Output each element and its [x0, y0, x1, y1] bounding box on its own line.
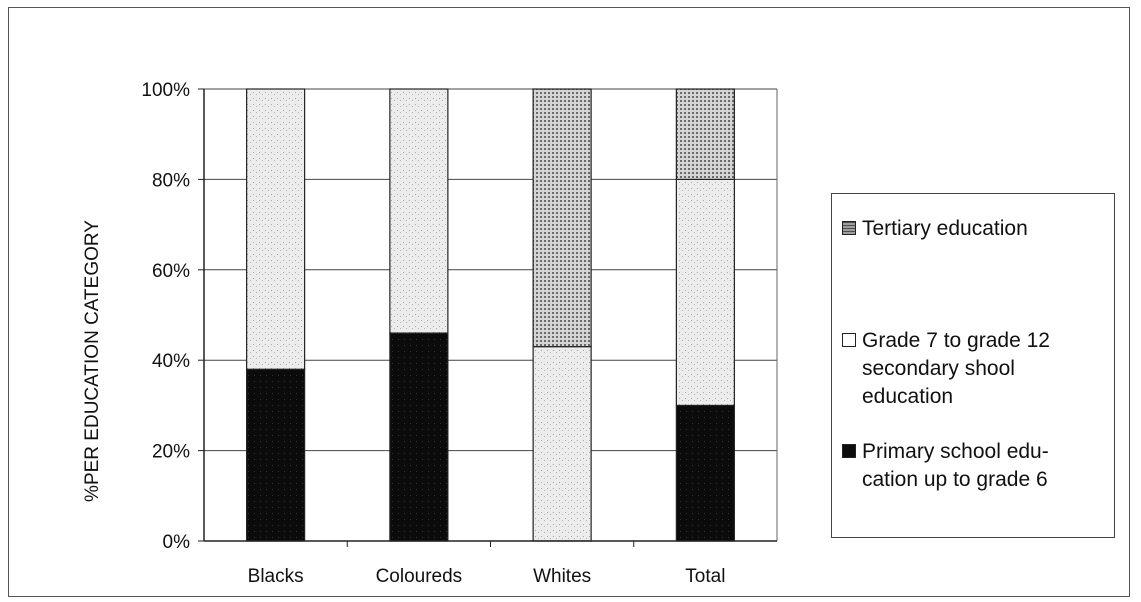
y-tick-labels: 0% 20% 40% 60% 80% 100%: [141, 80, 190, 553]
x-category-label: Total: [685, 566, 725, 587]
bar-segment-primary-coloureds: [389, 332, 449, 542]
bar-segment-secondary-total: [675, 178, 735, 406]
tertiary-swatch: [842, 221, 856, 235]
bars: [246, 88, 735, 542]
y-tick-label: 40%: [152, 351, 190, 372]
y-tick-label: 0%: [163, 532, 191, 553]
y-tick-label: 20%: [152, 442, 190, 463]
legend-item-secondary: Grade 7 to grade 12 secondary shool educat…: [842, 327, 1092, 411]
primary-swatch: [842, 444, 856, 458]
legend-label-tertiary: Tertiary education: [862, 217, 1028, 240]
bar-segment-secondary-coloureds: [389, 88, 449, 334]
bar-segment-secondary-blacks: [246, 88, 306, 370]
bar-segment-secondary-whites: [532, 346, 592, 542]
legend: Tertiary education Grade 7 to grade 12 se…: [831, 193, 1115, 538]
legend-item-tertiary: Tertiary education: [842, 215, 1112, 243]
y-tick-label: 60%: [152, 261, 190, 282]
bar-segment-primary-blacks: [246, 368, 306, 542]
x-category-label: Whites: [533, 566, 591, 587]
secondary-swatch: [842, 333, 856, 347]
bar-segment-tertiary-whites: [532, 88, 592, 348]
x-category-label: Coloureds: [376, 566, 463, 587]
bar-segment-primary-total: [675, 404, 735, 542]
axes: [198, 88, 778, 547]
legend-label-secondary: Grade 7 to grade 12 secondary shool educat…: [862, 329, 1050, 408]
legend-item-primary: Primary school edu-cation up to grade 6: [842, 438, 1102, 494]
y-tick-label: 80%: [152, 170, 190, 191]
x-category-labels: Blacks Coloureds Whites Total: [248, 566, 726, 587]
x-category-label: Blacks: [248, 566, 304, 587]
y-axis-label: %PER EDUCATION CATEGORY: [82, 220, 103, 502]
legend-label-primary: Primary school edu-cation up to grade 6: [862, 440, 1049, 491]
y-tick-label: 100%: [141, 80, 190, 101]
bar-segment-tertiary-total: [675, 88, 735, 181]
